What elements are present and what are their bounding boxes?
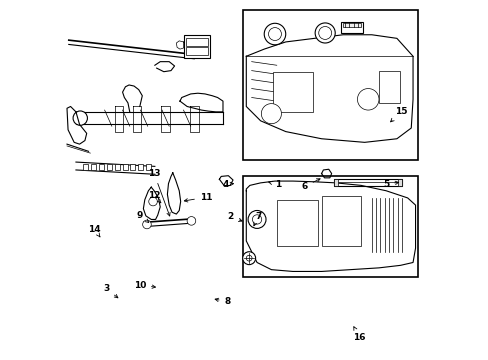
Circle shape	[73, 111, 87, 125]
Bar	[333, 179, 402, 186]
Circle shape	[264, 23, 285, 45]
Text: 1: 1	[268, 180, 281, 189]
Bar	[341, 22, 362, 33]
Bar	[397, 179, 402, 186]
Bar	[333, 179, 338, 186]
Text: 4: 4	[222, 180, 233, 189]
Bar	[276, 200, 317, 246]
Text: 5: 5	[382, 180, 398, 189]
Bar	[186, 38, 207, 45]
Circle shape	[242, 252, 255, 265]
Circle shape	[142, 220, 151, 229]
Text: 8: 8	[215, 297, 230, 306]
Bar	[146, 163, 151, 170]
Bar	[91, 163, 96, 170]
Text: 9: 9	[136, 211, 148, 222]
Text: 6: 6	[301, 179, 320, 191]
Bar	[242, 176, 418, 277]
Bar	[130, 163, 135, 170]
Text: 7: 7	[253, 212, 261, 226]
Bar	[183, 35, 210, 58]
Text: 16: 16	[352, 327, 365, 342]
Circle shape	[187, 217, 195, 225]
Circle shape	[268, 28, 281, 41]
Bar	[83, 163, 88, 170]
Text: 3: 3	[103, 284, 118, 298]
Bar	[138, 163, 143, 170]
Bar	[242, 10, 418, 160]
Bar	[321, 196, 360, 246]
Bar	[378, 71, 400, 103]
Bar	[122, 163, 127, 170]
Circle shape	[314, 23, 335, 43]
Text: 11: 11	[184, 193, 212, 202]
Text: 14: 14	[88, 225, 101, 237]
Circle shape	[318, 27, 331, 40]
Circle shape	[252, 215, 261, 224]
Bar	[106, 163, 112, 170]
Text: 2: 2	[227, 212, 242, 221]
Bar	[273, 72, 312, 112]
Text: 12: 12	[147, 191, 161, 203]
Text: 15: 15	[390, 107, 407, 122]
Circle shape	[148, 197, 157, 206]
Circle shape	[357, 89, 378, 110]
Circle shape	[246, 255, 251, 261]
Text: 10: 10	[133, 280, 155, 289]
Bar	[115, 163, 120, 170]
Circle shape	[247, 211, 265, 228]
Bar	[186, 47, 207, 55]
Bar	[343, 23, 360, 27]
Text: 13: 13	[147, 169, 170, 216]
Bar	[99, 163, 104, 170]
Circle shape	[261, 104, 281, 124]
